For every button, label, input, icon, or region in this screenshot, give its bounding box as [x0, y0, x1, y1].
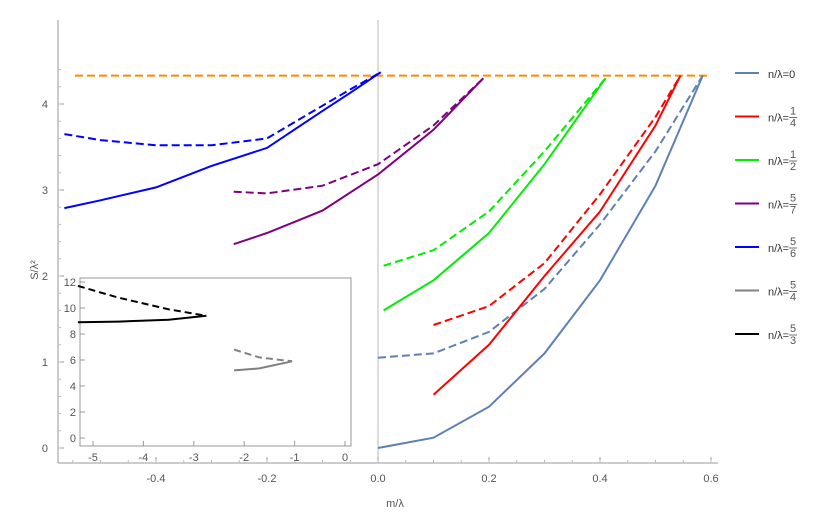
inset-y-tick-label: 4: [70, 381, 76, 393]
legend-label: n/λ=: [768, 243, 789, 255]
legend-denominator: 4: [790, 118, 796, 130]
legend-denominator: 2: [790, 161, 796, 173]
x-tick-label: -0.4: [147, 473, 166, 485]
series-line-dashed: [377, 75, 704, 359]
legend-item: n/λ=12: [735, 149, 798, 173]
legend-label: n/λ=: [768, 330, 789, 342]
legend-label: n/λ=: [768, 113, 789, 125]
legend-numerator: 1: [790, 106, 796, 118]
inset-y-tick-label: 6: [70, 355, 76, 367]
legend-label: n/λ=: [768, 156, 789, 168]
legend-item: n/λ=0: [735, 69, 795, 81]
y-tick-label: 1: [42, 357, 48, 369]
legend-numerator: 1: [790, 149, 796, 161]
legend-item: n/λ=56: [735, 236, 798, 260]
x-tick-label: -0.2: [258, 473, 277, 485]
legend-label: n/λ=: [768, 200, 789, 212]
inset-series-line-dashed: [77, 284, 207, 317]
legend-numerator: 5: [790, 236, 796, 248]
legend-denominator: 3: [790, 335, 796, 347]
legend-denominator: 7: [790, 205, 796, 217]
series-line-dashed: [383, 77, 607, 267]
inset-y-tick-label: 2: [70, 407, 76, 419]
legend-numerator: 5: [790, 323, 796, 335]
x-tick-label: 0.4: [592, 473, 607, 485]
legend-numerator: 5: [790, 193, 796, 205]
series-line-solid: [64, 71, 382, 210]
inset-x-tick-label: -4: [139, 452, 149, 464]
legend-item: n/λ=54: [735, 280, 798, 304]
series-line-solid: [377, 75, 704, 449]
inset-y-tick-label: 10: [64, 303, 76, 315]
series-line-solid: [432, 75, 682, 396]
legend-denominator: 4: [790, 292, 796, 304]
y-axis-label: S/λ²: [29, 260, 41, 280]
y-tick-label: 0: [42, 443, 48, 455]
inset-x-tick-label: -5: [88, 452, 98, 464]
inset-y-tick-label: 12: [64, 277, 76, 289]
series-line-dashed: [64, 71, 382, 147]
legend-label: n/λ=0: [768, 69, 795, 81]
legend-item: n/λ=14: [735, 106, 798, 130]
inset-y-tick-label: 0: [70, 433, 76, 445]
inset-frame: [79, 277, 352, 447]
x-tick-label: 0.6: [703, 473, 718, 485]
y-tick-label: 4: [42, 99, 48, 111]
inset-x-tick-label: -3: [189, 452, 199, 464]
y-tick-label: 2: [42, 271, 48, 283]
series-line-dashed: [433, 75, 682, 326]
y-tick-label: 3: [42, 185, 48, 197]
x-axis-label: m/λ: [386, 498, 404, 510]
inset-series-line-dashed: [233, 348, 293, 363]
inset-x-tick-label: 0: [342, 452, 348, 464]
series-line-solid: [383, 77, 607, 312]
series-line-dashed: [233, 77, 485, 195]
x-tick-label: 0.0: [370, 473, 385, 485]
inset-series-line-solid: [77, 314, 207, 324]
inset-x-tick-label: -1: [290, 452, 300, 464]
legend-item: n/λ=57: [735, 193, 798, 217]
inset-series-line-solid: [234, 360, 293, 372]
legend-item: n/λ=53: [735, 323, 798, 347]
legend-denominator: 6: [790, 248, 796, 260]
x-tick-label: 0.2: [481, 473, 496, 485]
inset-y-tick-label: 8: [70, 329, 76, 341]
series-line-solid: [233, 77, 485, 246]
inset-x-tick-label: -2: [239, 452, 249, 464]
legend-label: n/λ=: [768, 287, 789, 299]
legend-numerator: 5: [790, 280, 796, 292]
